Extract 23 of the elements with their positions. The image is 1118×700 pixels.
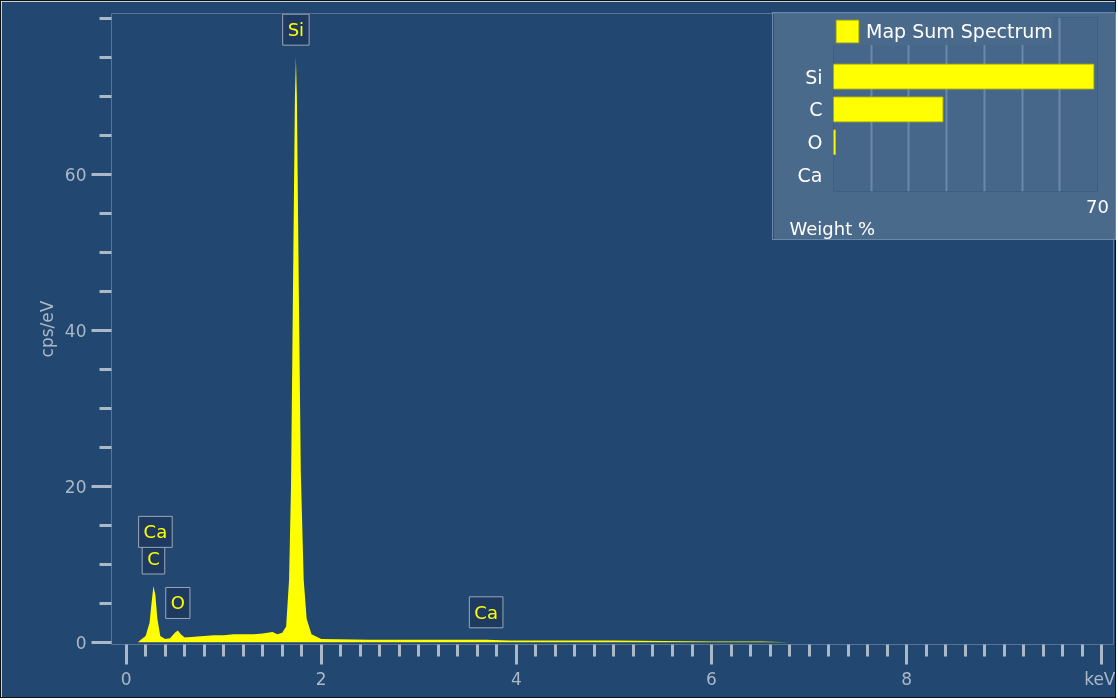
legend-label: Map Sum Spectrum	[866, 20, 1053, 42]
y-tick-label: C	[809, 98, 823, 121]
x-tick-label: 4	[510, 668, 522, 689]
annotation: Ca	[143, 521, 168, 543]
annotation: Ca	[474, 601, 498, 623]
x-tick-label: 70	[1086, 195, 1109, 217]
annotation: C	[147, 548, 160, 569]
x-tick-label: keV	[1084, 668, 1116, 689]
y-tick-label: Ca	[797, 164, 823, 187]
y-tick-label: O	[807, 131, 823, 154]
y-axis-title: cps/eV	[36, 300, 57, 358]
y-tick-label: Si	[805, 65, 823, 88]
x-tick-label: 0	[120, 668, 132, 689]
y-tick-label: 0	[75, 632, 87, 653]
annotation: Si	[287, 19, 305, 41]
y-tick-label: 60	[64, 164, 87, 185]
x-tick-label: 2	[315, 668, 327, 689]
y-tick-label: 20	[64, 476, 87, 497]
x-axis-title: Weight %	[789, 217, 876, 239]
annotation: O	[170, 592, 185, 614]
y-tick-label: 40	[64, 320, 87, 341]
x-tick-label: 8	[901, 668, 913, 689]
x-tick-label: 6	[706, 668, 717, 689]
